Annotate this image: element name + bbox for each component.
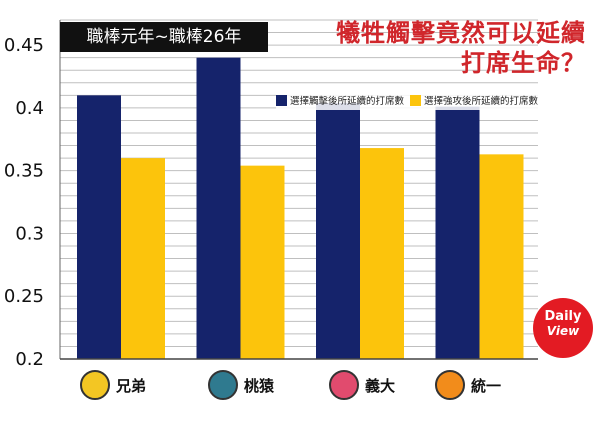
category-text: 義大: [365, 376, 396, 395]
category-label-brothers: 兄弟: [80, 370, 146, 400]
legend-swatch-swing: [410, 94, 422, 106]
period-badge: 職棒元年~職棒26年: [60, 22, 268, 52]
logo-text-daily: Daily: [544, 309, 582, 324]
bar-bunt-1: [196, 57, 241, 360]
bar-swing-2: [360, 148, 404, 359]
legend-label-swing: 選擇強攻後所延續的打席數: [424, 96, 539, 107]
y-tick-label: 0.35: [4, 161, 44, 182]
title-line-2: 打席生命？: [461, 49, 586, 77]
bar-bunt-0: [77, 95, 121, 359]
y-tick-label: 0.25: [4, 286, 44, 307]
bar-bunt-2: [316, 102, 360, 359]
legend-swatch-bunt: [276, 94, 287, 106]
legend-item-swing: 選擇強攻後所延續的打席數: [410, 93, 538, 107]
bar-swing-0: [121, 158, 165, 359]
bar-swing-3: [479, 154, 524, 359]
category-text: 桃猿: [244, 376, 275, 395]
axes: [59, 20, 538, 360]
brothers-elephant-icon: [80, 370, 110, 400]
bar-swing-1: [240, 165, 285, 359]
dailyview-logo: Daily View: [533, 298, 593, 358]
lamigo-monkey-icon: [208, 370, 238, 400]
logo-text-view: View: [546, 324, 580, 338]
y-tick-label: 0.4: [15, 98, 44, 119]
unilions-icon: [435, 370, 465, 400]
title-line-1: 犧牲觸擊竟然可以延續: [336, 19, 586, 47]
bars: [77, 57, 524, 360]
legend-label-bunt: 選擇觸擊後所延續的打席數: [290, 96, 405, 107]
category-text: 統一: [471, 376, 502, 395]
chart-title: 犧牲觸擊竟然可以延續 打席生命？: [336, 18, 586, 78]
category-label-rhinos: 義大: [329, 370, 395, 400]
y-tick-label: 0.3: [15, 223, 44, 244]
y-tick-label: 0.2: [15, 349, 44, 370]
legend-item-bunt: 選擇觸擊後所延續的打席數: [276, 93, 404, 107]
y-tick-label: 0.45: [4, 35, 44, 56]
rhinos-icon: [329, 370, 359, 400]
bar-bunt-3: [435, 106, 480, 359]
category-label-unilions: 統一: [435, 370, 501, 400]
legend: 選擇觸擊後所延續的打席數 選擇強攻後所延續的打席數: [276, 90, 594, 110]
category-text: 兄弟: [116, 376, 147, 395]
y-tick-labels: 0.2 0.25 0.3 0.35 0.4 0.45: [4, 35, 44, 370]
category-label-lamigo: 桃猿: [208, 370, 274, 400]
